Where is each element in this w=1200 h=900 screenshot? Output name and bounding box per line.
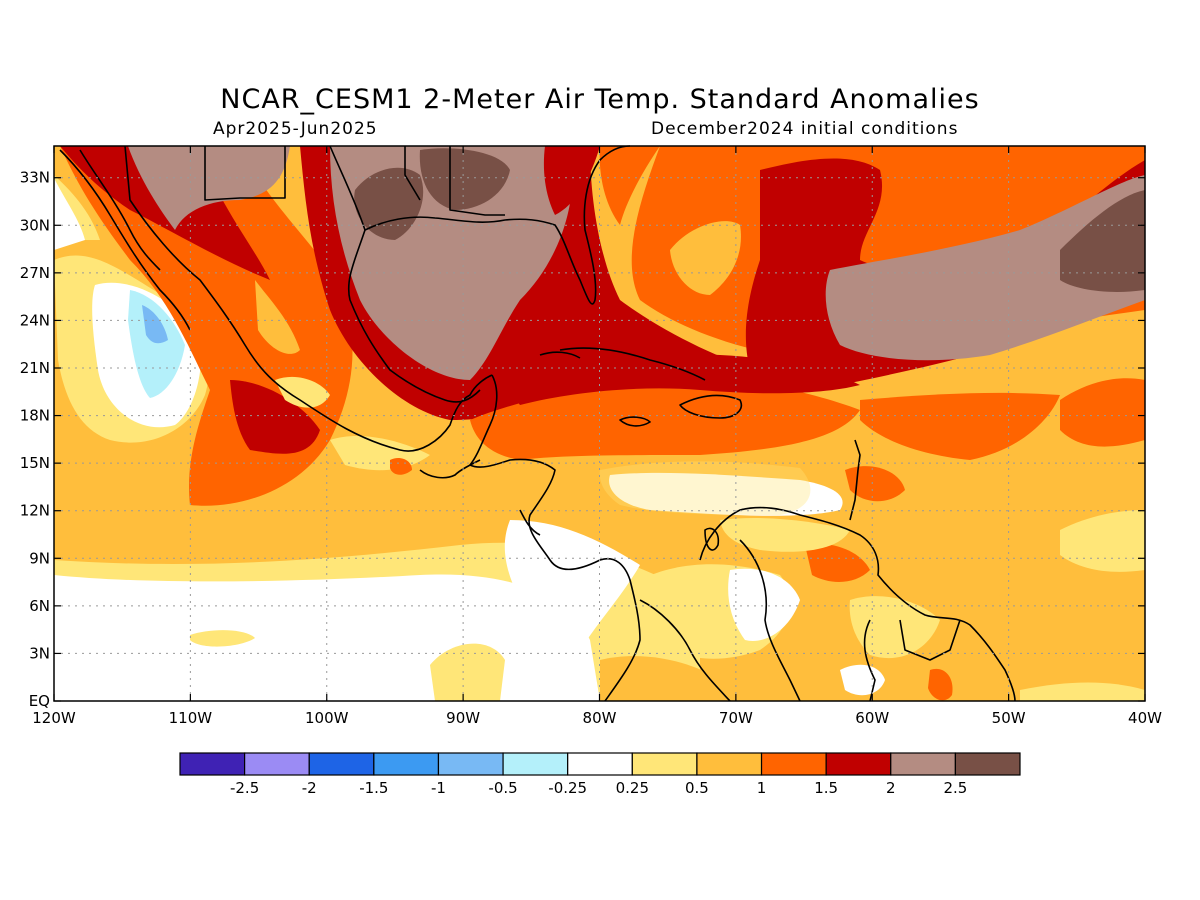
lat-label: EQ: [29, 692, 50, 710]
colorbar-swatch: [567, 752, 633, 776]
lon-label: 50W: [992, 709, 1026, 727]
colorbar-swatch: [179, 752, 246, 776]
colorbar-label: -2: [302, 779, 317, 797]
colorbar-label: 0.25: [616, 779, 649, 797]
colorbar-label: -0.25: [548, 779, 587, 797]
colorbar: [179, 752, 1021, 776]
lat-label: 27N: [20, 264, 50, 282]
anomaly-fill: [54, 146, 1145, 701]
colorbar-label: -2.5: [230, 779, 259, 797]
colorbar-label: 2.5: [943, 779, 967, 797]
colorbar-label: 0.5: [685, 779, 709, 797]
colorbar-labels: -2.5 -2 -1.5 -1 -0.5 -0.25 0.25 0.5 1 1.5 2 2.5: [230, 779, 967, 797]
colorbar-swatch: [890, 752, 956, 776]
colorbar-label: 1: [757, 779, 767, 797]
longitude-labels: 120W 110W 100W 90W 80W 70W 60W 50W 40W: [32, 709, 1162, 727]
colorbar-swatch: [502, 752, 569, 776]
lat-label: 3N: [29, 644, 50, 662]
map-grid: [53, 145, 1146, 702]
lat-label: 30N: [20, 216, 50, 234]
lat-label: 33N: [20, 169, 50, 187]
colorbar-swatch: [244, 752, 310, 776]
colorbar-label: -1: [431, 779, 446, 797]
lat-label: 6N: [29, 597, 50, 615]
initial-conditions: December2024 initial conditions: [651, 119, 959, 139]
colorbar-swatch: [308, 752, 375, 776]
colorbar-swatch: [437, 752, 504, 776]
lon-label: 120W: [32, 709, 76, 727]
lon-label: 90W: [446, 709, 480, 727]
lon-label: 100W: [305, 709, 349, 727]
colorbar-label: 2: [886, 779, 896, 797]
colorbar-swatch: [825, 752, 892, 776]
lat-label: 12N: [20, 502, 50, 520]
lat-label: 15N: [20, 454, 50, 472]
chart-title: NCAR_CESM1 2-Meter Air Temp. Standard An…: [220, 84, 980, 115]
colorbar-label: 1.5: [814, 779, 838, 797]
colorbar-swatch: [954, 752, 1021, 776]
lat-label: 9N: [29, 549, 50, 567]
forecast-period: Apr2025-Jun2025: [213, 119, 378, 139]
lat-label: 18N: [20, 407, 50, 425]
lon-label: 110W: [169, 709, 213, 727]
lon-label: 80W: [583, 709, 617, 727]
lon-label: 40W: [1128, 709, 1162, 727]
latitude-labels: EQ 3N 6N 9N 12N 15N 18N 21N 24N 27N 30N 33N: [20, 169, 50, 710]
colorbar-label: -0.5: [488, 779, 517, 797]
colorbar-label: -1.5: [359, 779, 388, 797]
colorbar-swatch: [631, 752, 698, 776]
lat-label: 21N: [20, 359, 50, 377]
colorbar-swatch: [696, 752, 763, 776]
lat-label: 24N: [20, 311, 50, 329]
lon-label: 60W: [855, 709, 889, 727]
lon-label: 70W: [719, 709, 753, 727]
coastlines: [59, 145, 1016, 702]
colorbar-swatch: [373, 752, 440, 776]
colorbar-swatch: [760, 752, 827, 776]
